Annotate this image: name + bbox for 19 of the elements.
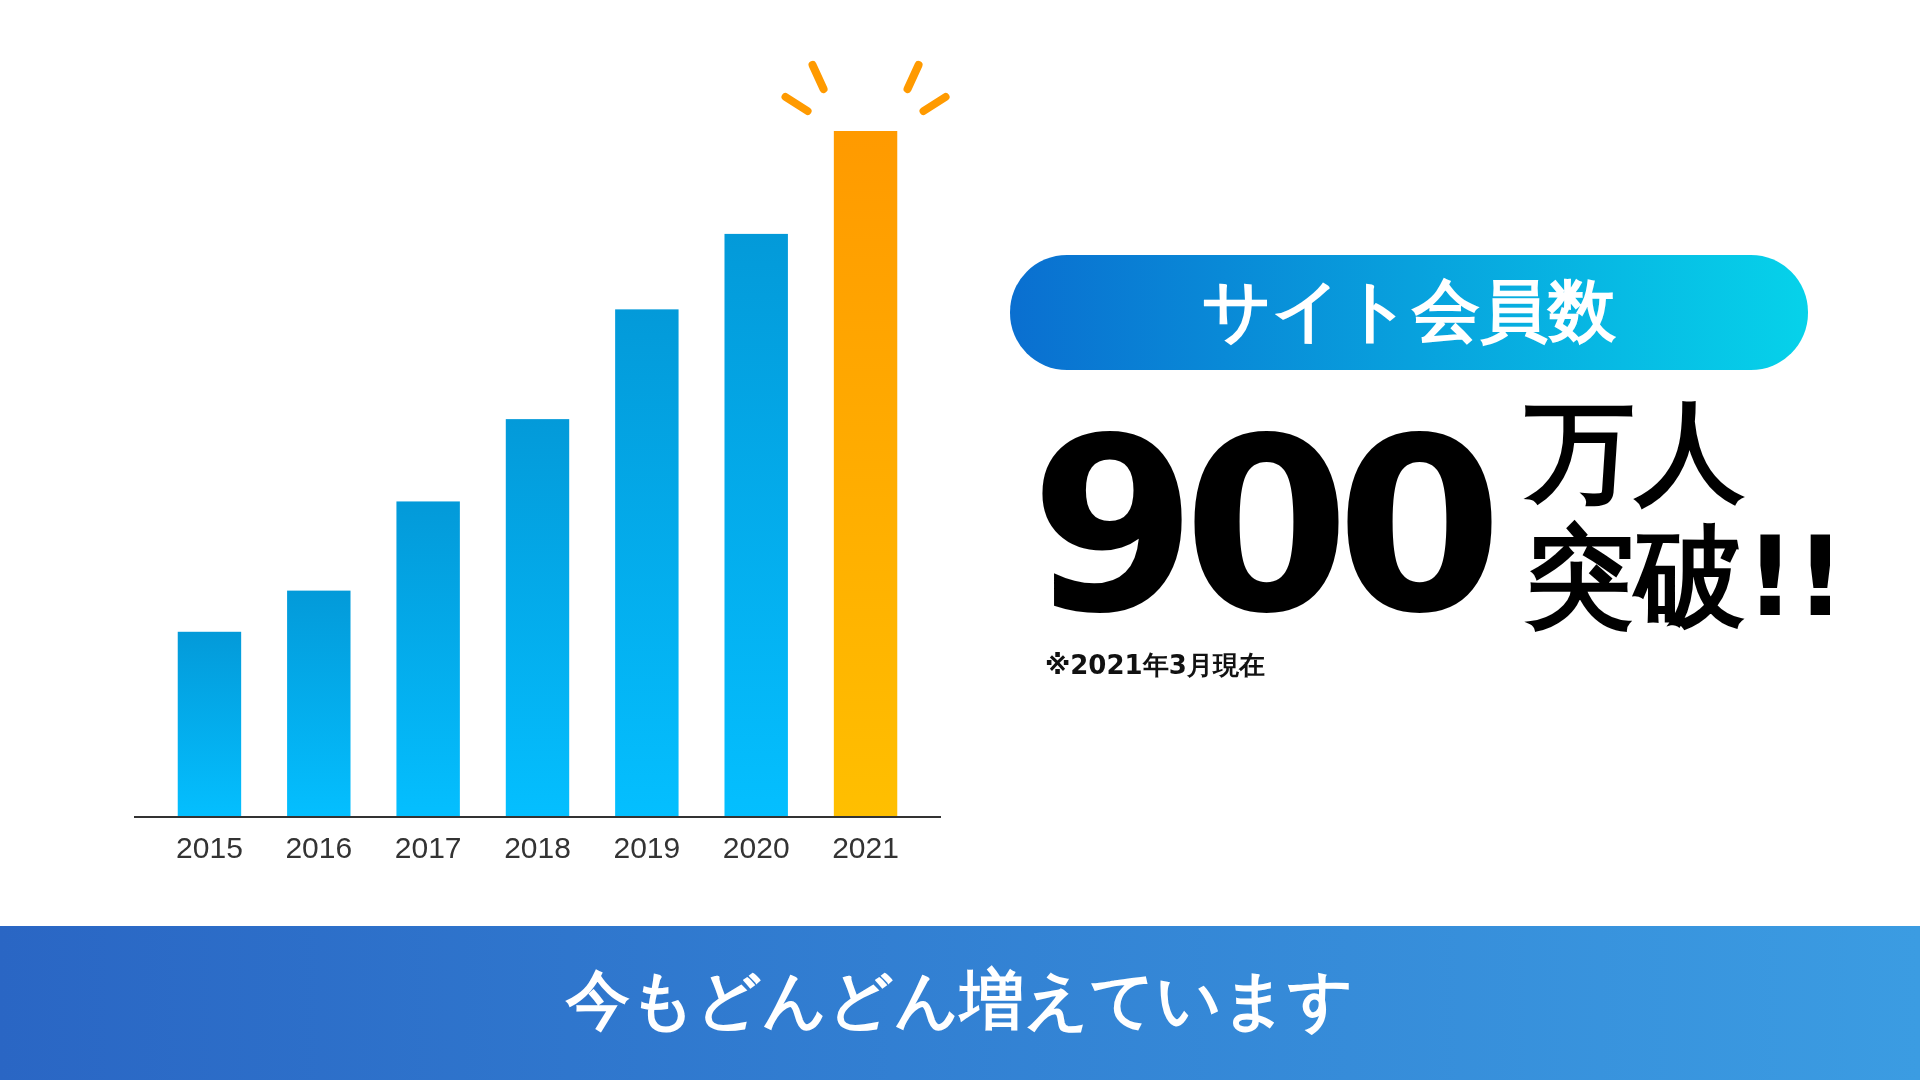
x-tick-label: 2018 bbox=[504, 831, 571, 865]
bar bbox=[505, 419, 570, 817]
bar bbox=[177, 631, 242, 817]
x-tick-label: 2017 bbox=[394, 831, 462, 865]
text: サイト会員数 bbox=[1202, 271, 1617, 350]
bar bbox=[833, 131, 898, 817]
x-tick-label: 2015 bbox=[176, 831, 243, 865]
text: 今もどんどん増えています bbox=[565, 963, 1354, 1037]
bar bbox=[724, 233, 788, 817]
text: 突破!! bbox=[1524, 513, 1846, 641]
bar bbox=[287, 590, 351, 817]
x-tick-label: 2019 bbox=[613, 831, 681, 865]
x-tick-label: 2016 bbox=[285, 831, 353, 865]
x-tick-label: 2020 bbox=[722, 831, 790, 865]
bar bbox=[615, 309, 679, 817]
text: 万人 bbox=[1523, 388, 1745, 516]
text: ※2021年3月現在 bbox=[1045, 650, 1265, 680]
bar bbox=[396, 501, 460, 817]
x-tick-label: 2021 bbox=[832, 831, 899, 865]
